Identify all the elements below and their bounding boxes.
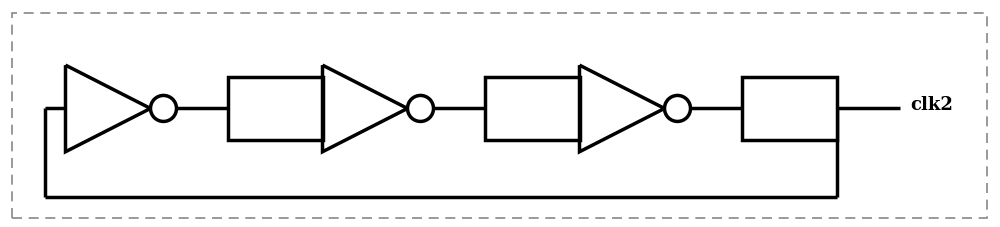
Bar [228,77,323,141]
Ellipse shape [150,96,176,122]
Ellipse shape [664,96,690,122]
Bar [485,77,580,141]
Ellipse shape [408,96,434,122]
Text: clk2: clk2 [910,96,953,113]
Bar [742,77,837,141]
